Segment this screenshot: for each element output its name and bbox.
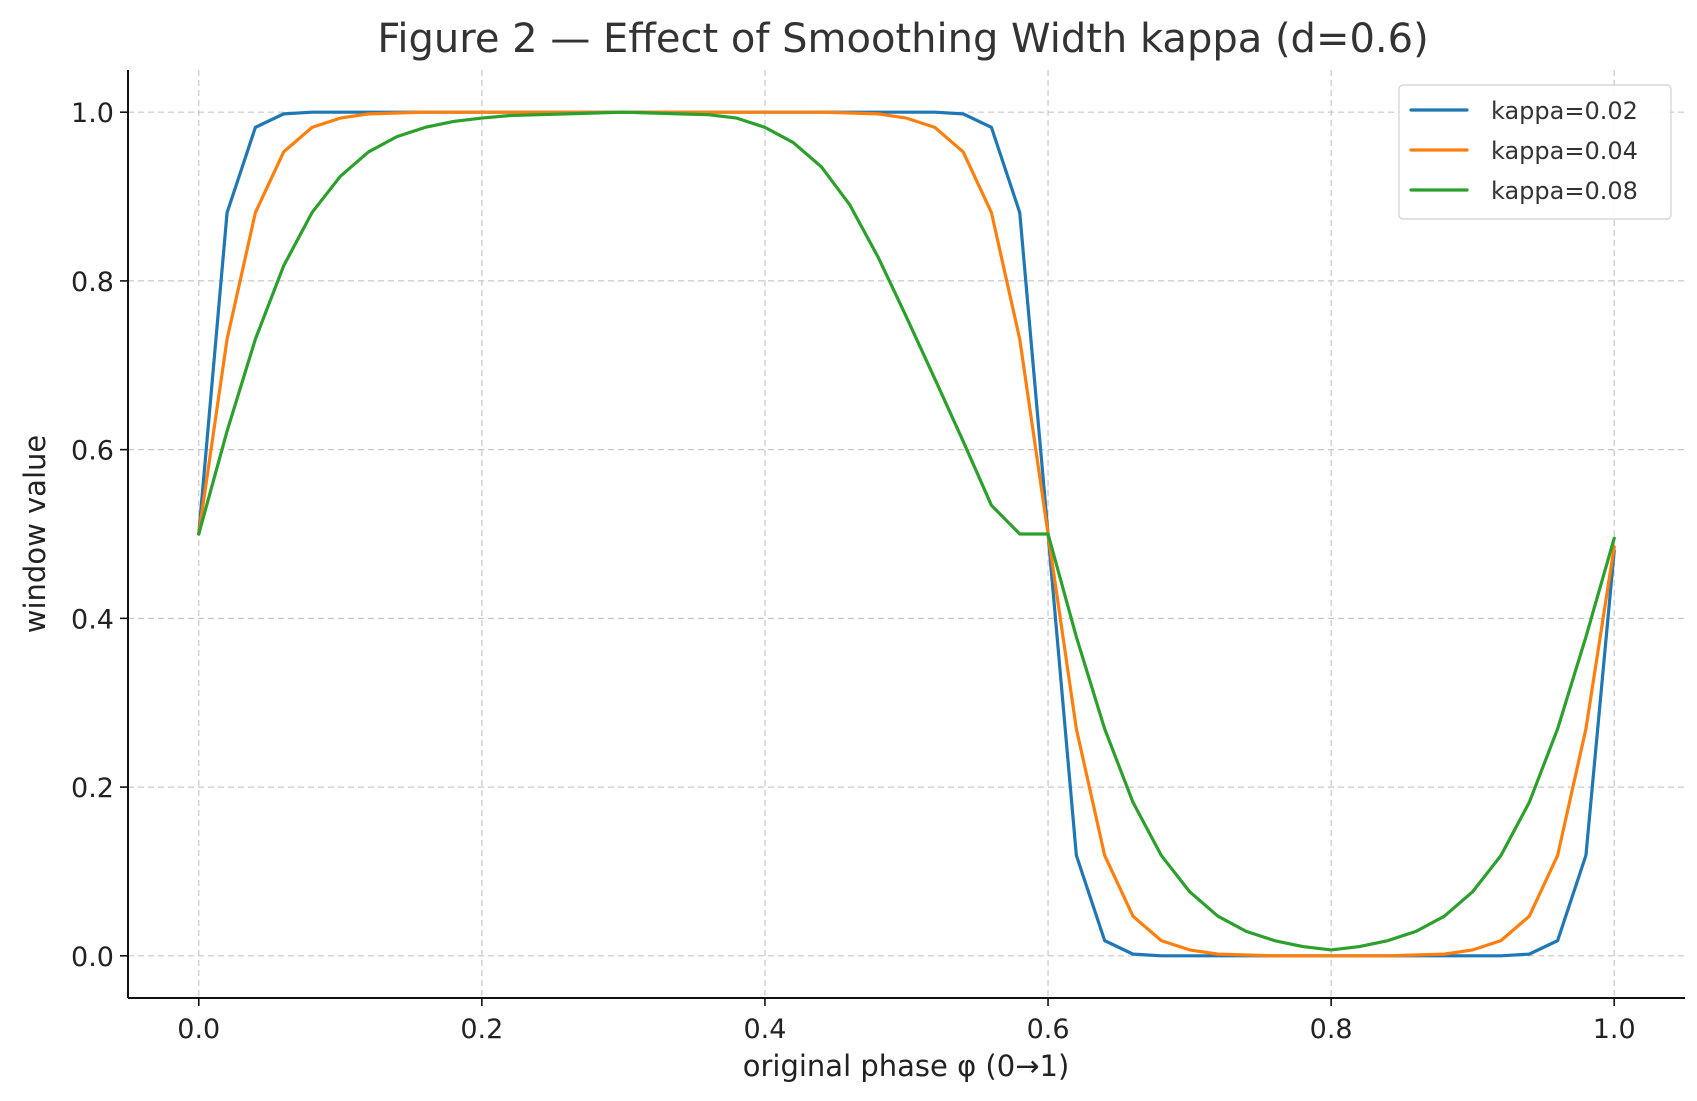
x-tick-label: 0.2: [460, 1014, 503, 1045]
y-ticks: 0.0 0.2 0.4 0.6 0.8 1.0: [71, 98, 128, 973]
y-tick-label: 1.0: [71, 98, 114, 129]
x-tick-label: 0.6: [1027, 1014, 1070, 1045]
x-tick-label: 0.4: [743, 1014, 786, 1045]
x-tick-label: 1.0: [1593, 1014, 1636, 1045]
x-axis-label: original phase φ (0→1): [743, 1049, 1070, 1083]
series-line-2: [197, 110, 1616, 958]
x-tick-label: 0.0: [177, 1014, 220, 1045]
series-line-3: [197, 110, 1616, 952]
chart-title: Figure 2 — Effect of Smoothing Width kap…: [377, 16, 1428, 62]
grid: [128, 70, 1685, 998]
legend-label: kappa=0.04: [1491, 137, 1638, 165]
y-axis-label: window value: [18, 435, 52, 633]
y-tick-label: 0.6: [71, 436, 114, 467]
series-line-1: [197, 110, 1616, 958]
legend-box: [1398, 84, 1672, 220]
legend: kappa=0.02 kappa=0.04 kappa=0.08: [1398, 84, 1672, 220]
y-tick-label: 0.8: [71, 267, 114, 298]
x-ticks: 0.0 0.2 0.4 0.6 0.8 1.0: [177, 998, 1636, 1045]
legend-label: kappa=0.08: [1491, 177, 1638, 205]
y-tick-label: 0.0: [71, 942, 114, 973]
legend-label: kappa=0.02: [1491, 97, 1638, 125]
x-tick-label: 0.8: [1310, 1014, 1353, 1045]
series-lines: [197, 110, 1616, 958]
y-tick-label: 0.4: [71, 604, 114, 635]
y-tick-label: 0.2: [71, 773, 114, 804]
